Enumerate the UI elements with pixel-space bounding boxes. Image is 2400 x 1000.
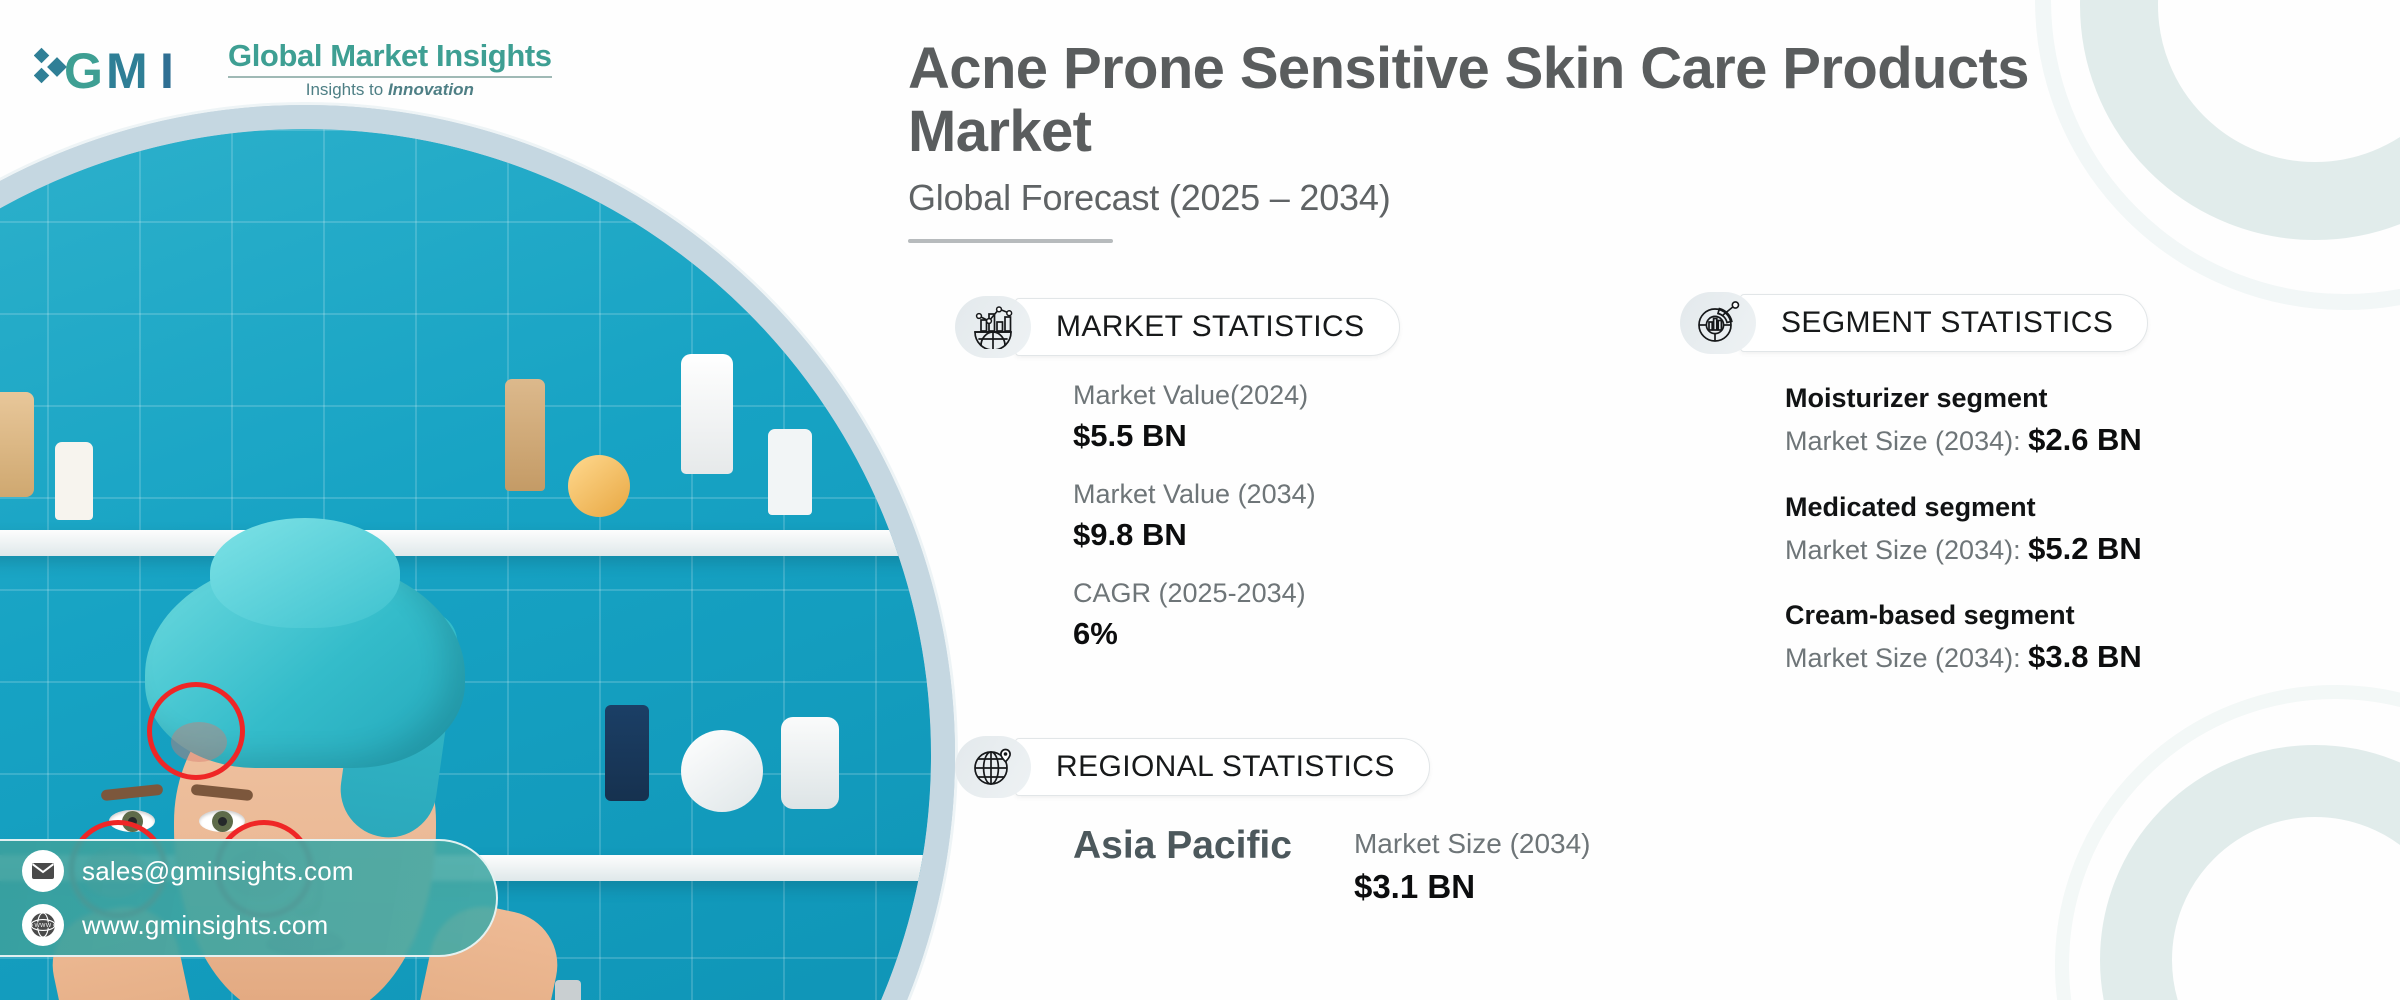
regional-statistics-label: REGIONAL STATISTICS bbox=[1015, 738, 1430, 796]
title-divider bbox=[908, 239, 1113, 244]
segment-metric: Market Size (2034): $5.2 BN bbox=[1785, 527, 2320, 572]
segment-statistics-badge[interactable]: SEGMENT STATISTICS bbox=[1680, 292, 2320, 354]
logo-company-name: Global Market Insights bbox=[228, 38, 552, 74]
cagr-row: CAGR (2025-2034) 6% bbox=[1073, 574, 1475, 655]
region-name: Asia Pacific bbox=[1073, 824, 1292, 867]
www-globe-icon: WWW bbox=[22, 904, 64, 946]
globe-bar-chart-icon bbox=[955, 296, 1031, 358]
segment-metric-label: Market Size (2034): bbox=[1785, 643, 2029, 674]
market-value-2024-value: $5.5 BN bbox=[1073, 418, 1187, 454]
segment-name: Cream-based segment bbox=[1785, 600, 2075, 631]
segment-metric-value: $2.6 BN bbox=[2028, 421, 2142, 457]
segment-statistics-label: SEGMENT STATISTICS bbox=[1740, 294, 2149, 352]
contact-website-row[interactable]: WWW www.gminsights.com bbox=[22, 904, 496, 946]
segment-metric-value: $3.8 BN bbox=[2028, 639, 2142, 675]
contact-panel: sales@gminsights.com WWW www.gminsights.… bbox=[0, 839, 498, 957]
logo-tagline: Insights to Innovation bbox=[305, 80, 474, 100]
region-metric-label: Market Size (2034) bbox=[1353, 828, 1591, 859]
regional-statistics-block: REGIONAL STATISTICS Asia Pacific Market … bbox=[955, 736, 1615, 909]
gmi-diamond-icon: G M I bbox=[34, 40, 214, 100]
segment-row: Medicated segment Market Size (2034): $5… bbox=[1785, 489, 2320, 572]
svg-text:G: G bbox=[64, 43, 103, 99]
market-statistics-badge[interactable]: MARKET STATISTICS bbox=[955, 296, 1475, 358]
contact-email-text: sales@gminsights.com bbox=[82, 855, 354, 886]
segment-name: Moisturizer segment bbox=[1785, 383, 2048, 413]
segment-metric-label: Market Size (2034): bbox=[1785, 425, 2029, 456]
svg-text:M: M bbox=[106, 43, 148, 99]
contact-website-text: www.gminsights.com bbox=[82, 909, 329, 940]
segment-name: Medicated segment bbox=[1785, 491, 2036, 522]
logo-divider bbox=[228, 76, 552, 79]
region-metric: Market Size (2034) $3.1 BN bbox=[1354, 824, 1591, 909]
market-value-2034-row: Market Value (2034) $9.8 BN bbox=[1073, 475, 1475, 556]
market-value-2034-value: $9.8 BN bbox=[1073, 517, 1187, 553]
segment-row: Moisturizer segment Market Size (2034): … bbox=[1785, 380, 2320, 463]
envelope-icon bbox=[22, 850, 64, 892]
market-value-2034-label: Market Value (2034) bbox=[1073, 478, 1316, 509]
page-title-block: Acne Prone Sensitive Skin Care Products … bbox=[908, 36, 2208, 244]
contact-email-row[interactable]: sales@gminsights.com bbox=[22, 850, 496, 892]
cagr-label: CAGR (2025-2034) bbox=[1073, 577, 1306, 608]
market-statistics-label: MARKET STATISTICS bbox=[1015, 298, 1400, 356]
segment-row: Cream-based segment Market Size (2034): … bbox=[1785, 597, 2320, 680]
segment-metric: Market Size (2034): $3.8 BN bbox=[1785, 635, 2320, 680]
segment-metric-label: Market Size (2034): bbox=[1785, 534, 2029, 565]
brand-logo[interactable]: G M I Global Market Insights Insights to… bbox=[34, 40, 552, 100]
donut-chart-arrow-icon bbox=[1680, 292, 1756, 354]
market-value-2024-row: Market Value(2024) $5.5 BN bbox=[1073, 376, 1475, 457]
page-title: Acne Prone Sensitive Skin Care Products … bbox=[908, 36, 2029, 164]
page-subtitle: Global Forecast (2025 – 2034) bbox=[908, 177, 1391, 219]
svg-text:I: I bbox=[160, 43, 174, 99]
svg-text:WWW: WWW bbox=[34, 923, 51, 929]
market-statistics-block: MARKET STATISTICS Market Value(2024) $5.… bbox=[955, 296, 1475, 655]
globe-pin-icon bbox=[955, 736, 1031, 798]
market-value-2024-label: Market Value(2024) bbox=[1073, 380, 1309, 410]
region-metric-value: $3.1 BN bbox=[1353, 867, 1476, 905]
segment-metric-value: $5.2 BN bbox=[2028, 530, 2142, 566]
acne-marker-forehead bbox=[147, 682, 245, 781]
cagr-value: 6% bbox=[1073, 616, 1118, 652]
segment-metric: Market Size (2034): $2.6 BN bbox=[1785, 418, 2320, 463]
segment-statistics-block: SEGMENT STATISTICS Moisturizer segment M… bbox=[1680, 292, 2320, 680]
regional-statistics-badge[interactable]: REGIONAL STATISTICS bbox=[955, 736, 1615, 798]
